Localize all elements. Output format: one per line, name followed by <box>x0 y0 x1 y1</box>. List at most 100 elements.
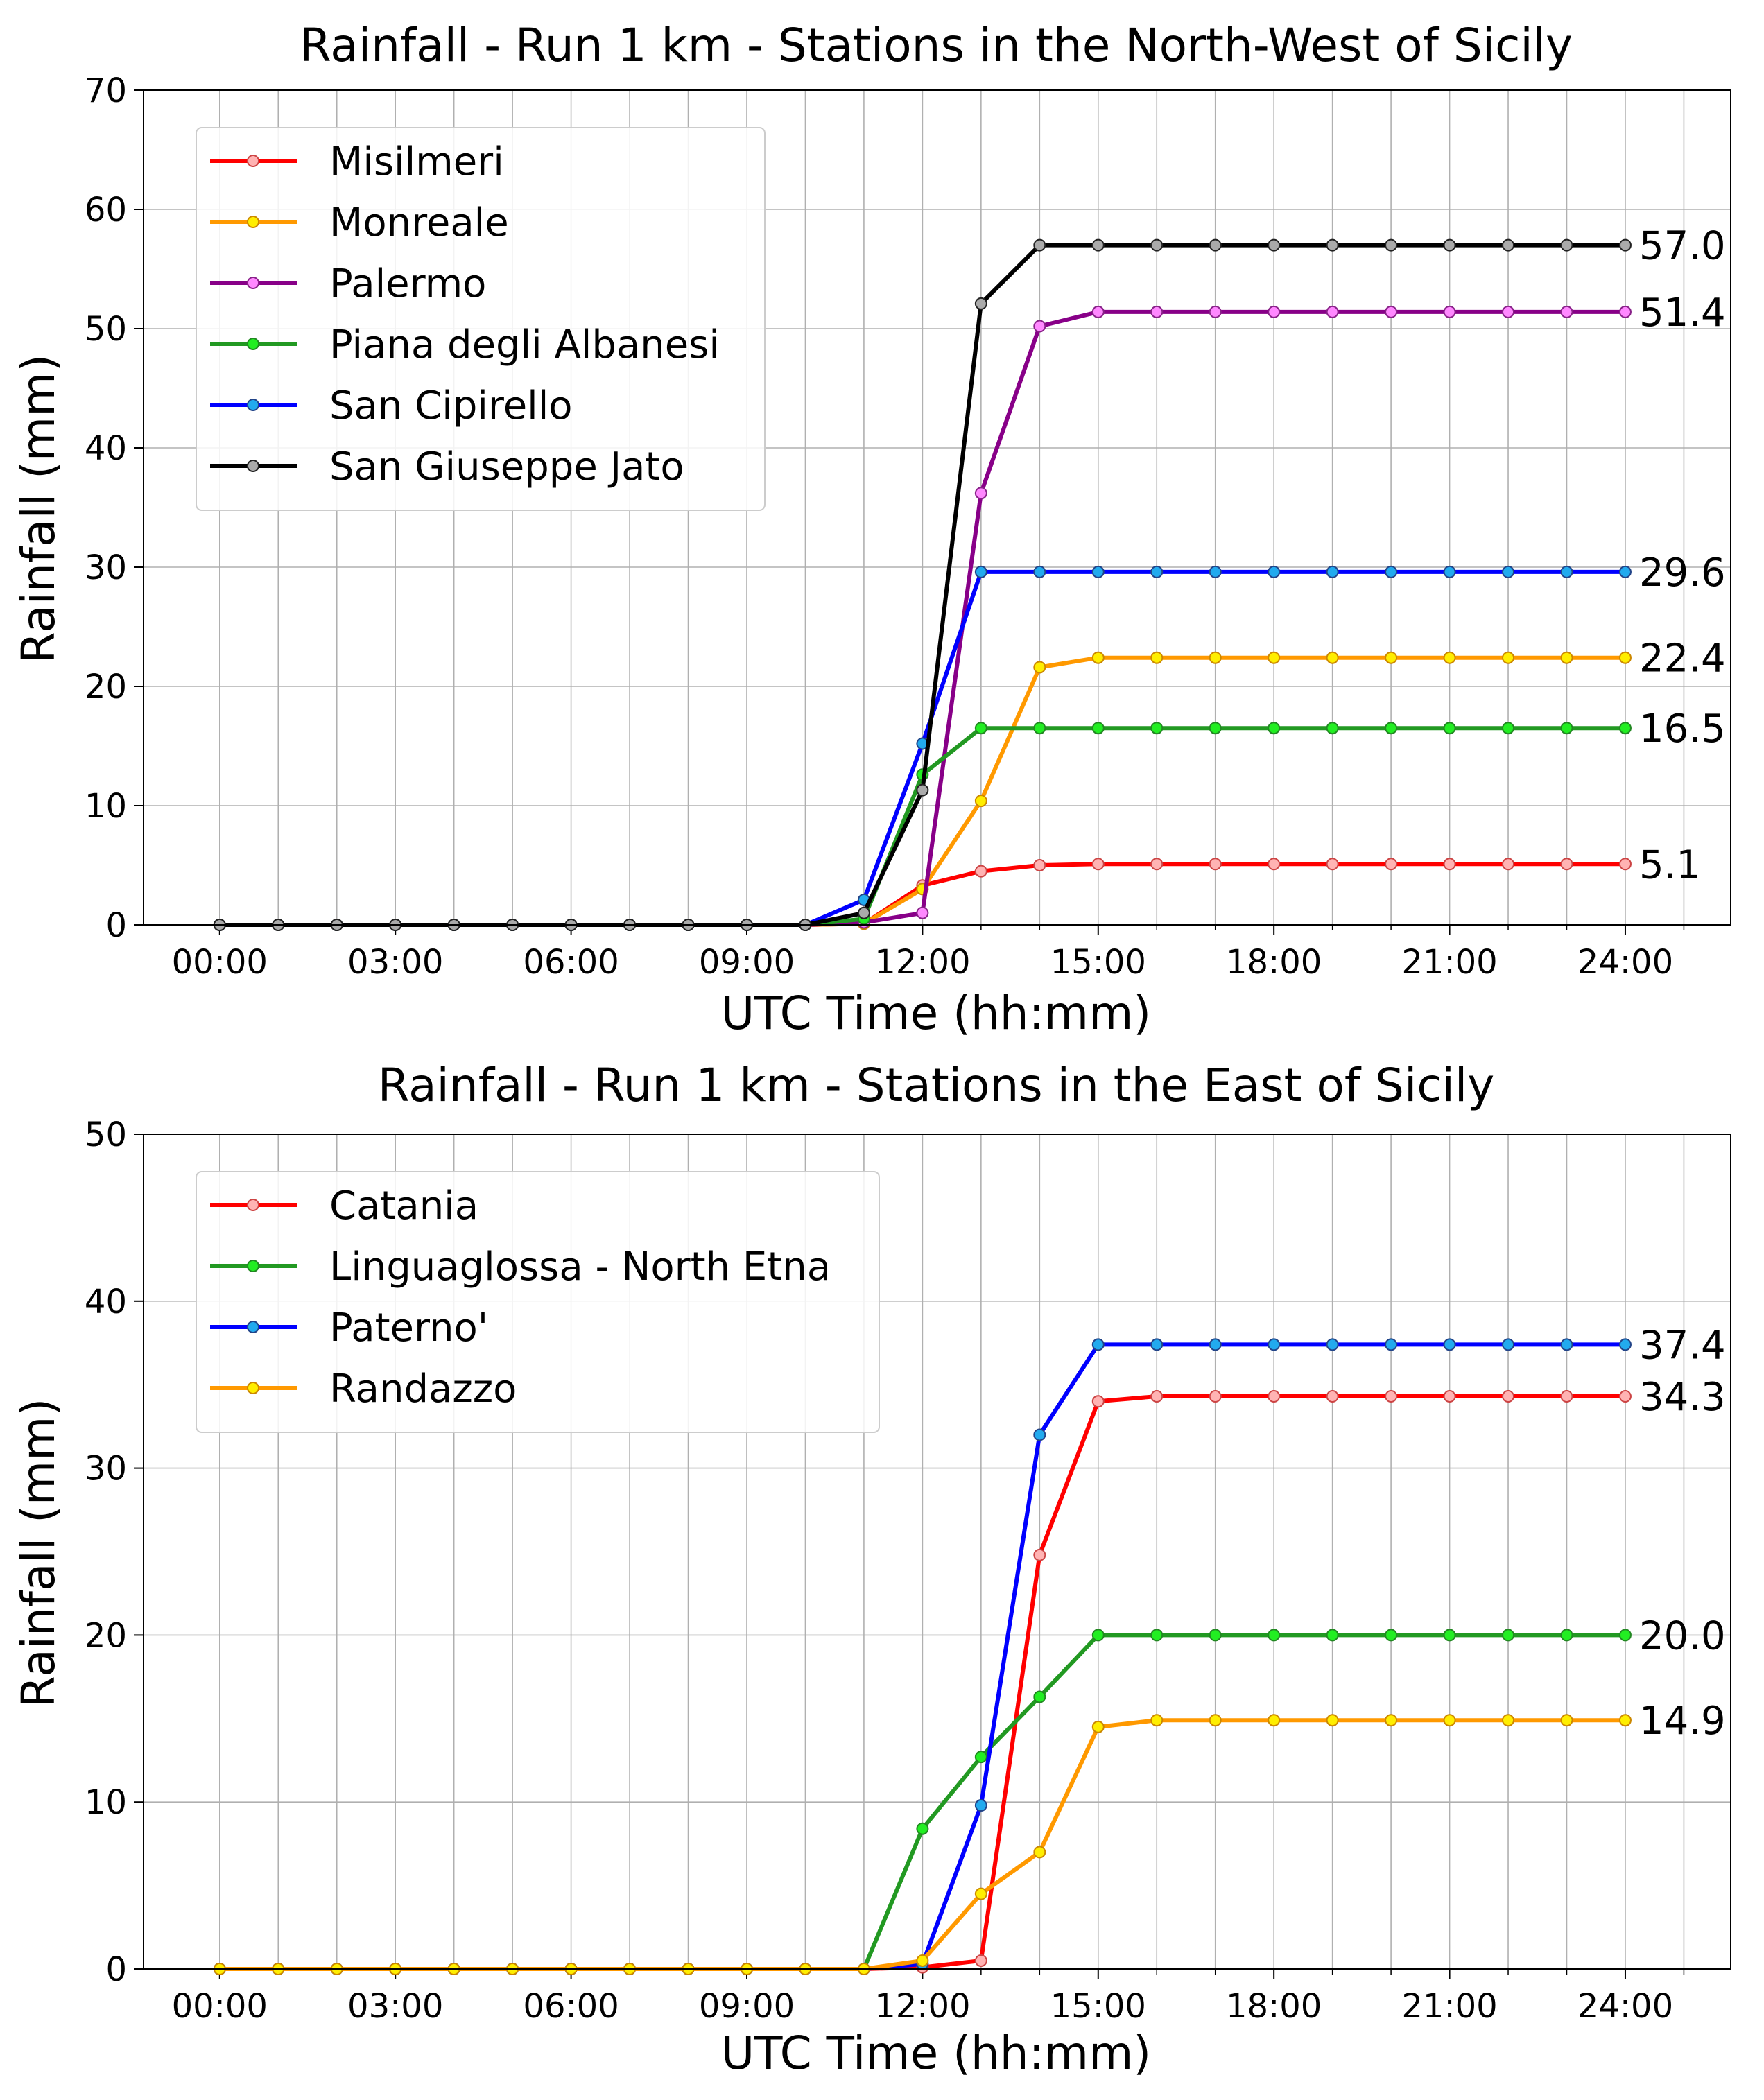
legend-label: Catania <box>329 1183 478 1229</box>
x-tick-label: 24:00 <box>1577 943 1673 982</box>
data-point <box>1268 858 1281 871</box>
x-tick-label: 18:00 <box>1226 943 1322 982</box>
data-point <box>1150 1390 1164 1403</box>
end-value-label: 29.6 <box>1639 550 1726 596</box>
x-tick-label: 03:00 <box>347 1987 443 2026</box>
data-point <box>1091 858 1105 871</box>
data-point <box>974 1799 987 1812</box>
data-point <box>1560 305 1573 318</box>
data-point <box>1618 1390 1632 1403</box>
data-point <box>1033 1846 1046 1859</box>
data-point <box>1091 238 1105 252</box>
data-point <box>1209 305 1222 318</box>
y-tick-label: 0 <box>105 906 127 945</box>
data-point <box>1033 1690 1046 1703</box>
data-point <box>1209 722 1222 735</box>
data-point <box>1209 1338 1222 1351</box>
x-tick-label: 09:00 <box>699 943 795 982</box>
plot-frame <box>143 89 1731 926</box>
legend-marker <box>247 1321 259 1333</box>
legend-marker <box>247 460 259 472</box>
data-point <box>1326 238 1339 252</box>
x-tick-label: 12:00 <box>874 943 970 982</box>
x-tick-label: 00:00 <box>172 943 268 982</box>
data-point <box>1560 1338 1573 1351</box>
x-tick-label: 21:00 <box>1401 1987 1497 2026</box>
data-point <box>1209 651 1222 664</box>
data-point <box>1091 1338 1105 1351</box>
data-point <box>1326 565 1339 578</box>
data-point <box>1209 1629 1222 1642</box>
data-point <box>974 297 987 310</box>
x-tick-label: 21:00 <box>1401 943 1497 982</box>
data-point <box>1268 722 1281 735</box>
legend-marker <box>247 399 259 411</box>
data-point <box>1502 1390 1515 1403</box>
data-point <box>1268 565 1281 578</box>
data-point <box>1150 1714 1164 1727</box>
data-point <box>1385 305 1398 318</box>
legend-label: Monreale <box>329 200 509 245</box>
data-point <box>1209 238 1222 252</box>
data-point <box>1268 238 1281 252</box>
data-point <box>1268 1390 1281 1403</box>
legend-label: San Cipirello <box>329 383 573 428</box>
data-point <box>1326 1338 1339 1351</box>
data-point <box>1502 238 1515 252</box>
data-point <box>1618 238 1632 252</box>
legend-marker <box>247 1199 259 1211</box>
data-point <box>1209 1390 1222 1403</box>
end-value-label: 51.4 <box>1639 290 1726 336</box>
end-value-label: 14.9 <box>1639 1699 1726 1744</box>
x-tick-label: 09:00 <box>699 1987 795 2026</box>
data-point <box>916 783 929 797</box>
data-point <box>1502 858 1515 871</box>
legend-label: Misilmeri <box>329 139 504 184</box>
data-point <box>1502 1714 1515 1727</box>
data-point <box>1443 238 1456 252</box>
y-axis-label: Rainfall (mm) <box>12 1398 65 1708</box>
data-point <box>1502 1338 1515 1351</box>
data-point <box>1560 1390 1573 1403</box>
data-point <box>1150 1338 1164 1351</box>
y-tick-label: 20 <box>85 668 127 706</box>
plot-frame <box>143 1134 1731 1970</box>
data-point <box>1150 565 1164 578</box>
y-tick-label: 50 <box>85 1116 127 1154</box>
data-point <box>1033 565 1046 578</box>
legend-marker <box>247 277 259 289</box>
data-point <box>974 722 987 735</box>
x-tick-label: 03:00 <box>347 943 443 982</box>
legend-marker <box>247 216 259 228</box>
end-value-label: 20.0 <box>1639 1613 1726 1658</box>
y-tick-label: 10 <box>85 1783 127 1822</box>
data-point <box>1385 858 1398 871</box>
legend-marker <box>247 1260 259 1272</box>
data-point <box>1091 1395 1105 1408</box>
data-point <box>974 795 987 808</box>
data-point <box>1560 858 1573 871</box>
data-point <box>1443 722 1456 735</box>
data-point <box>1560 238 1573 252</box>
data-point <box>1033 859 1046 871</box>
data-point <box>1150 1629 1164 1642</box>
y-tick-label: 10 <box>85 787 127 826</box>
data-point <box>1443 565 1456 578</box>
y-axis-label: Rainfall (mm) <box>12 354 65 663</box>
legend: Misilmeri Monreale Palermo Piana degli Alba… <box>196 127 766 511</box>
data-point <box>1091 1720 1105 1733</box>
x-axis-label: UTC Time (hh:mm) <box>721 987 1151 1040</box>
axis-ticks: 0 10 20 30 40 50 00:00 03:00 06:00 09:00 12:00 15:0… <box>85 1116 1685 2026</box>
data-point <box>1033 1428 1046 1441</box>
data-point <box>1385 722 1398 735</box>
x-tick-label: 06:00 <box>523 943 619 982</box>
chart-east-sicily: Rainfall - Run 1 km - Stations in the Ea… <box>12 1059 1731 2080</box>
y-tick-label: 60 <box>85 191 127 229</box>
data-point <box>1091 305 1105 318</box>
data-point <box>974 565 987 578</box>
data-point <box>1150 651 1164 664</box>
data-point <box>1326 651 1339 664</box>
data-point <box>1618 565 1632 578</box>
end-value-label: 5.1 <box>1639 842 1701 887</box>
